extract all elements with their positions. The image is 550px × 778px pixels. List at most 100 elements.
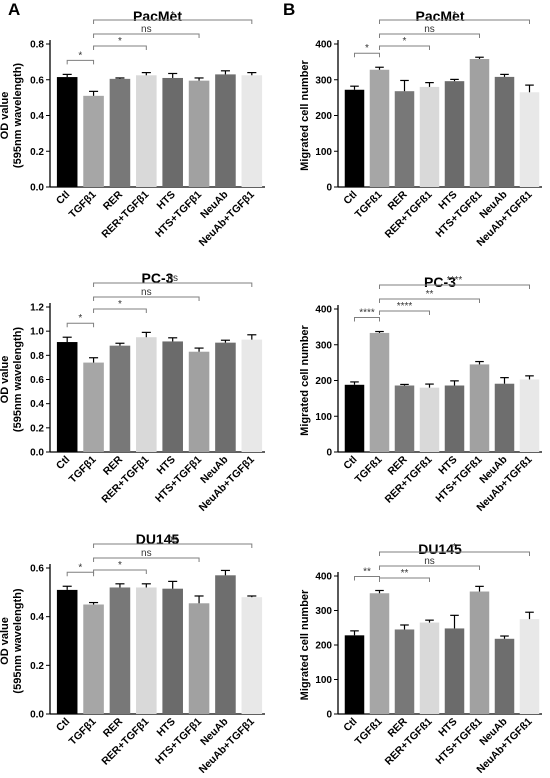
chart-title: PC-3: [424, 274, 456, 290]
bar: [344, 89, 365, 187]
y-tick-label: 300: [315, 75, 332, 86]
significance-label: ****: [359, 308, 375, 319]
bar: [469, 364, 490, 452]
chart-title: DU145: [418, 541, 462, 557]
x-tick-label: TGFß1: [353, 189, 385, 221]
bar: [419, 86, 440, 187]
bar: [519, 92, 540, 187]
y-tick-label: 0.2: [30, 147, 44, 158]
y-tick-label: 0.2: [30, 661, 44, 672]
bar: [494, 76, 515, 187]
y-tick-label: 300: [315, 606, 332, 617]
bar: [136, 75, 157, 187]
significance-label: ns: [424, 24, 435, 35]
x-tick-label: TGFβ1: [67, 189, 99, 221]
chart-1: PacMet 0 100 200 300 400 Migrated cell number C…: [299, 8, 542, 249]
significance-bracket: [93, 282, 253, 287]
y-axis-label-line: (595nm wavelength): [12, 327, 24, 432]
significance-label: ****: [447, 275, 463, 286]
y-tick-label: 0.2: [30, 423, 44, 434]
significance-bracket: [379, 551, 530, 556]
y-tick-label: 400: [315, 305, 332, 316]
bar: [215, 74, 236, 187]
bar: [419, 387, 440, 452]
x-tick-label: Ctl: [341, 716, 359, 734]
bar: [215, 575, 236, 714]
bar: [494, 638, 515, 714]
bar: [494, 383, 515, 452]
bar: [369, 332, 390, 452]
significance-label: ns: [167, 534, 178, 545]
x-tick-label: TGFß1: [353, 454, 385, 486]
y-axis-label-line: OD value: [0, 617, 11, 665]
significance-label: ****: [397, 301, 413, 312]
y-tick-label: 1.2: [30, 303, 44, 314]
y-tick-label: 1.0: [30, 327, 44, 338]
significance-label: **: [363, 566, 371, 577]
chart-2: PC-3 0.0 0.2 0.4 0.6 0.8 1.0 1.2 OD value(595nm …: [0, 270, 265, 514]
y-axis-label-line: OD value: [0, 92, 11, 140]
y-axis-label-line: (595nm wavelength): [12, 63, 24, 168]
panel-label-a: A: [8, 0, 21, 19]
y-tick-label: 0.0: [30, 448, 44, 459]
bar: [394, 385, 415, 452]
significance-label: *: [78, 562, 82, 573]
significance-label: *: [78, 50, 82, 61]
y-axis-label-line: Migrated cell number: [299, 324, 311, 435]
y-tick-label: 300: [315, 340, 332, 351]
x-tick-label: RER+TGFβ1: [99, 716, 151, 768]
significance-bracket: [93, 45, 147, 50]
significance-bracket: [379, 298, 480, 303]
x-tick-label: HTS+TGFß1: [433, 189, 484, 240]
significance-bracket: [379, 45, 430, 50]
bar: [136, 337, 157, 452]
significance-bracket: [379, 310, 430, 315]
bar: [519, 379, 540, 452]
y-tick-label: 0.0: [30, 183, 44, 194]
significance-bracket: [379, 284, 530, 289]
y-tick-label: 400: [315, 572, 332, 583]
y-tick-label: 0.6: [30, 375, 44, 386]
y-tick-label: 100: [315, 412, 332, 423]
significance-label: *: [403, 36, 407, 47]
y-tick-label: 0.6: [30, 564, 44, 575]
significance-bracket: [93, 543, 253, 548]
bar: [83, 604, 104, 714]
x-tick-label: Ctl: [341, 189, 359, 207]
y-axis-label: OD value(595nm wavelength): [0, 327, 24, 432]
bar: [83, 362, 104, 452]
y-tick-label: 0: [326, 183, 332, 194]
bar: [162, 77, 183, 187]
x-tick-label: TGFβ1: [67, 716, 99, 748]
x-tick-label: HTS: [154, 454, 177, 477]
x-tick-label: HTS+TGFß1: [433, 716, 484, 767]
chart-title: PacMet: [133, 8, 182, 24]
significance-label: *: [118, 299, 122, 310]
significance-bracket: [93, 308, 147, 313]
chart-5: DU145 0 100 200 300 400 Migrated cell number Ct…: [299, 541, 542, 776]
significance-label: *: [118, 560, 122, 571]
bar: [344, 384, 365, 452]
bar: [109, 587, 131, 714]
x-tick-label: Ctl: [54, 716, 72, 734]
y-tick-label: 0.0: [30, 710, 44, 721]
x-tick-label: TGFβ1: [67, 454, 99, 486]
chart-3: PC-3 0 100 200 300 400 Migrated cell number Ctl…: [299, 274, 542, 514]
y-tick-label: 0: [326, 448, 332, 459]
bar: [162, 341, 183, 452]
significance-bracket: [379, 19, 530, 24]
y-axis-label: Migrated cell number: [299, 589, 311, 700]
chart-title: DU145: [136, 531, 180, 547]
x-tick-label: HTS: [154, 189, 177, 212]
bar: [241, 597, 263, 714]
significance-bracket: [93, 557, 200, 562]
bar: [469, 59, 490, 187]
bar: [444, 628, 465, 714]
y-axis-label-line: OD value: [0, 356, 11, 404]
bar: [241, 339, 263, 452]
bar: [444, 385, 465, 452]
bar: [419, 622, 440, 714]
significance-bracket: [379, 577, 430, 582]
bar: [215, 342, 236, 452]
